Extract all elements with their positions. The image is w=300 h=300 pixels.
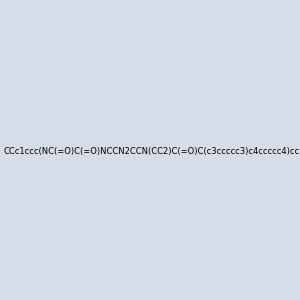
Text: CCc1ccc(NC(=O)C(=O)NCCN2CCN(CC2)C(=O)C(c3ccccc3)c4ccccc4)cc1: CCc1ccc(NC(=O)C(=O)NCCN2CCN(CC2)C(=O)C(c… — [3, 147, 300, 156]
